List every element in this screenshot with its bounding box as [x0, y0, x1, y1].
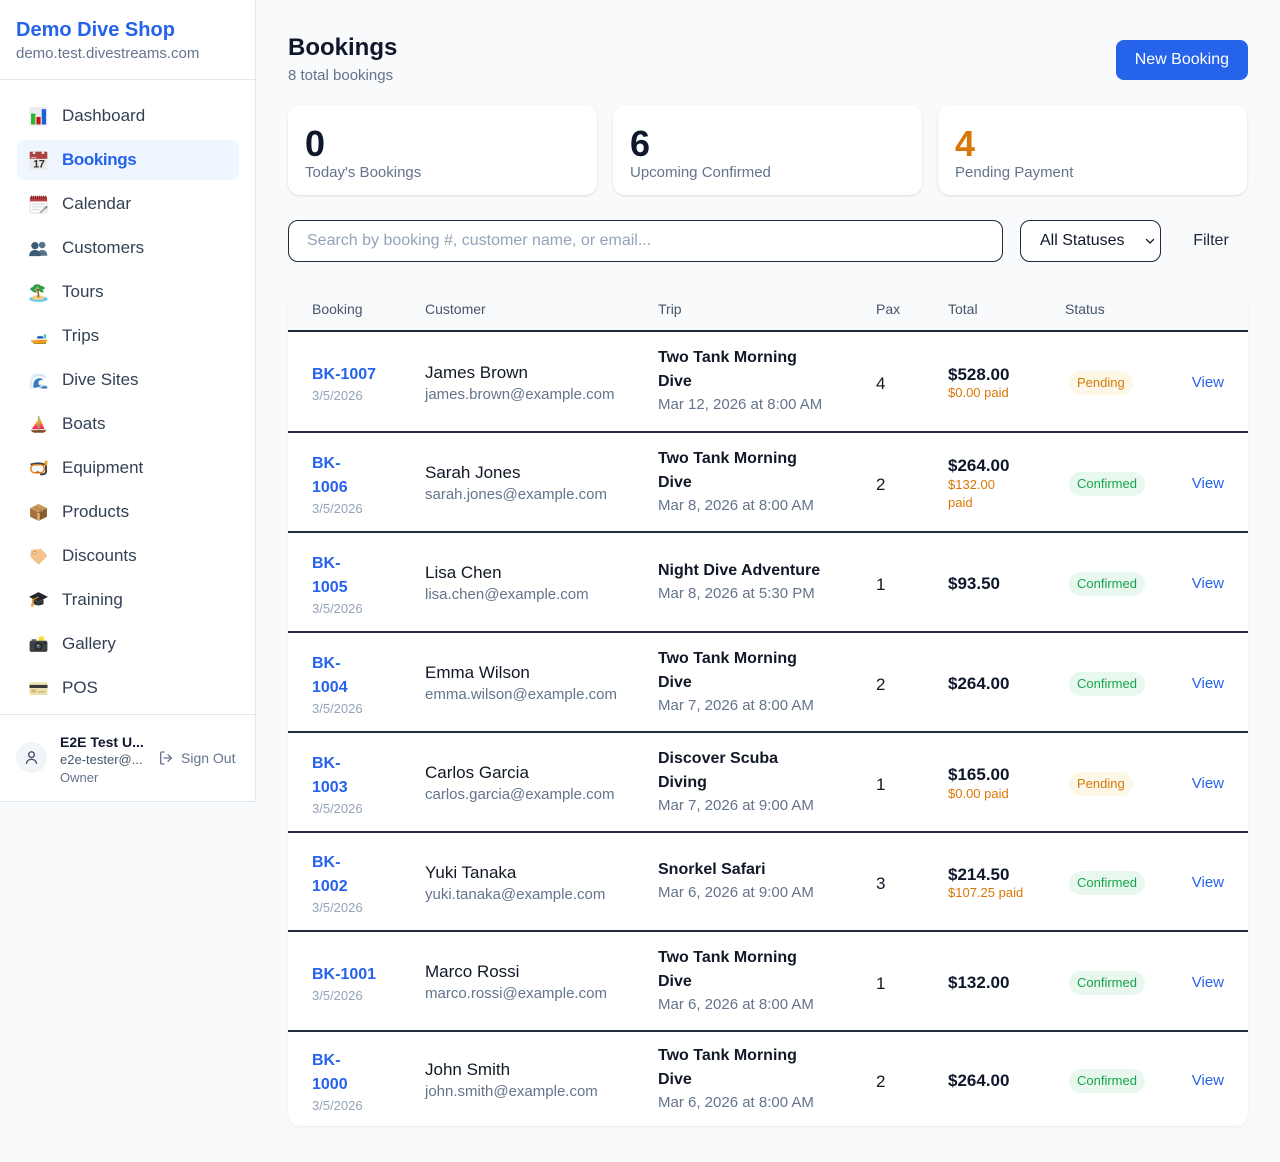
- svg-text:17: 17: [33, 158, 45, 170]
